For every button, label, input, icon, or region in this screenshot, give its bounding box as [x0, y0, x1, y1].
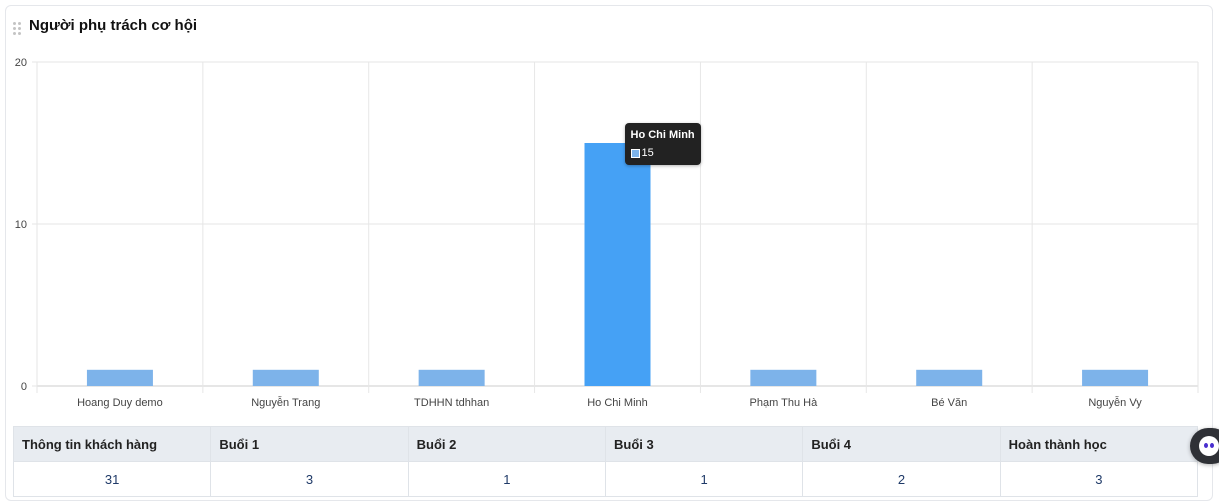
stats-header-cell: Buổi 2: [407, 426, 606, 462]
x-tick-label: Hoang Duy demo: [77, 397, 163, 409]
bar: [584, 143, 651, 386]
x-tick-label: Bé Văn: [931, 397, 967, 409]
stats-header-cell: Thông tin khách hàng: [12, 426, 212, 462]
bar-chart: 0 10 20 Hoang Duy demo Nguyễn Trang TDHHN tdh…: [15, 57, 1199, 409]
stats-table: Thông tin khách hàng Buổi 1 Buổi 2 Buổi …: [12, 426, 1199, 497]
bar: [418, 369, 485, 386]
bar: [1082, 369, 1149, 386]
stats-header-cell: Buổi 1: [210, 426, 409, 462]
stats-header-cell: Buổi 3: [604, 426, 804, 462]
stats-value-cell: 31: [12, 461, 212, 497]
y-tick-label: 10: [15, 219, 27, 231]
stats-value-cell: 2: [802, 461, 1001, 497]
y-tick-label: 20: [15, 57, 27, 69]
stats-header-row: Thông tin khách hàng Buổi 1 Buổi 2 Buổi …: [12, 426, 1199, 462]
drag-handle-icon[interactable]: [13, 22, 21, 35]
stats-value-cell: 3: [999, 461, 1199, 497]
tooltip-value: 15: [641, 147, 654, 159]
x-tick-label: TDHHN tdhhan: [414, 397, 489, 409]
tooltip-swatch: [630, 148, 640, 158]
chat-bot-icon: [1199, 436, 1219, 456]
x-tick-label: Nguyễn Vy: [1088, 396, 1142, 409]
stats-value-cell: 3: [210, 461, 409, 497]
tooltip-title: Ho Chi Minh: [630, 129, 695, 141]
card-title: Người phụ trách cơ hội: [29, 17, 198, 34]
chat-widget-button[interactable]: [1190, 428, 1219, 464]
x-tick-label: Nguyễn Trang: [251, 396, 320, 409]
bar: [750, 369, 817, 386]
x-tick-label: Phạm Thu Hà: [750, 397, 819, 409]
y-tick-label: 0: [21, 381, 27, 393]
stats-value-cell: 1: [407, 461, 606, 497]
stats-header-cell: Hoàn thành học: [999, 426, 1199, 462]
x-tick-label: Ho Chi Minh: [587, 397, 648, 409]
bar: [86, 369, 153, 386]
stats-header-cell: Buổi 4: [802, 426, 1001, 462]
bar: [252, 369, 319, 386]
table-row: 31 3 1 1 2 3: [12, 461, 1199, 497]
chart-tooltip: Ho Chi Minh 15: [624, 123, 701, 165]
stats-value-cell: 1: [604, 461, 804, 497]
bar: [916, 369, 983, 386]
